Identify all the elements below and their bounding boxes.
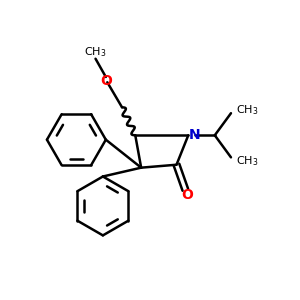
Text: CH$_3$: CH$_3$ bbox=[236, 154, 259, 168]
Text: O: O bbox=[100, 74, 112, 88]
Text: O: O bbox=[181, 188, 193, 202]
Text: N: N bbox=[189, 128, 201, 142]
Text: CH$_3$: CH$_3$ bbox=[84, 45, 107, 59]
Text: CH$_3$: CH$_3$ bbox=[236, 103, 259, 117]
